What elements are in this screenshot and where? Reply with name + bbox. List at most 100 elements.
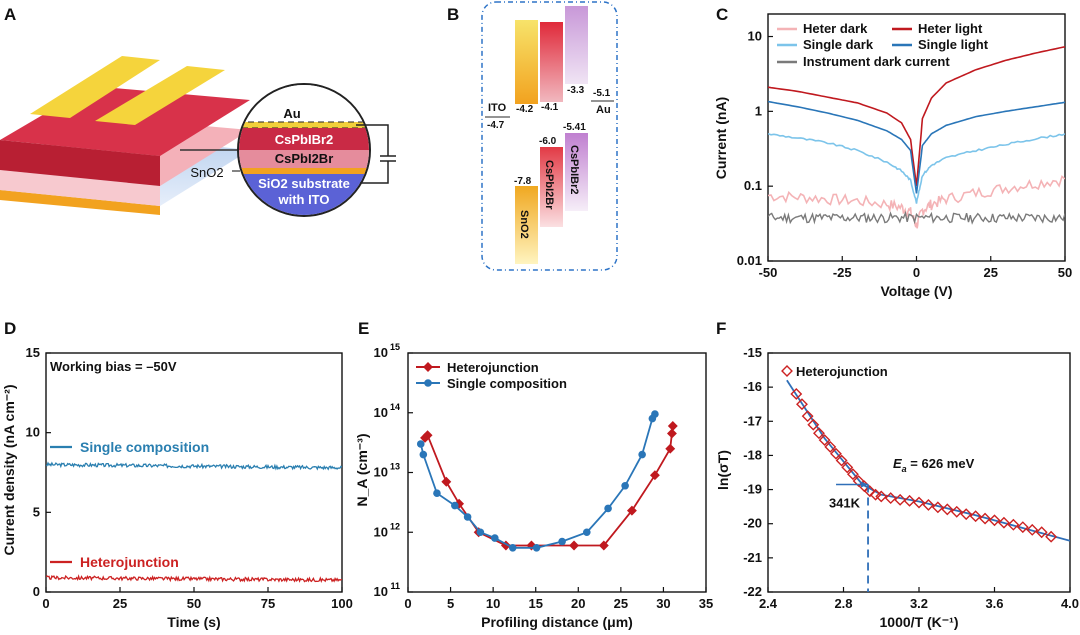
fit-annotation-f: Ea = 626 meV (893, 456, 975, 474)
material-csbpibr2: CsPbIBr2 (568, 145, 580, 195)
y-tick-label-e: 10 (374, 345, 388, 360)
data-point-f (979, 512, 992, 525)
data-point-e (433, 489, 441, 498)
marker-label-f: 341K (829, 495, 861, 510)
data-point-f (835, 454, 848, 467)
data-point-e (665, 443, 676, 454)
data-point-f (997, 516, 1010, 529)
data-point-e (651, 410, 659, 418)
data-point-f (903, 494, 916, 507)
data-point-f (969, 510, 982, 523)
data-point-e (604, 504, 612, 513)
data-point-e (638, 450, 646, 459)
data-point-f (841, 461, 854, 474)
y-tick-label-c: 1 (755, 103, 762, 118)
data-point-f (884, 492, 897, 505)
x-tick-label-e: 0 (404, 596, 411, 611)
data-point-f (1016, 521, 1029, 534)
x-tick-label-f: 2.4 (759, 596, 778, 611)
data-point-e (451, 501, 459, 510)
y-tick-label-f: -18 (743, 447, 762, 462)
y-tick-label-f: -15 (743, 345, 762, 360)
plot-frame-f (767, 352, 1071, 593)
legend-label-c: Heter light (918, 21, 983, 36)
legend-label-c: Instrument dark current (803, 54, 950, 69)
data-point-e (419, 450, 428, 459)
data-point-f (813, 427, 825, 440)
data-point-f (960, 508, 973, 521)
legend-label-e: Heterojunction (447, 360, 539, 375)
series-line-e-1 (419, 413, 656, 549)
panel-label-e: E (358, 319, 369, 338)
data-point-f (796, 398, 808, 411)
panel-label-b: B (447, 5, 459, 24)
data-point-e (649, 470, 660, 481)
legend-label-d: Single composition (80, 439, 209, 455)
data-point-e (441, 476, 452, 487)
device-schematic: Au CsPbIBr2 CsPbI2Br SiO2 substrate with… (0, 56, 396, 217)
panel-label-f: F (716, 319, 726, 338)
y-axis-label-e: N_A (cm⁻³) (354, 434, 370, 507)
x-tick-label-d: 75 (261, 596, 275, 611)
layer-csbpibr2-front (0, 140, 160, 186)
data-point-f (988, 514, 1001, 527)
layer-csbpi2br-front (0, 170, 160, 206)
y-tick-label-d: 0 (33, 584, 40, 599)
data-point-e (422, 430, 433, 441)
x-tick-label-e: 5 (447, 596, 454, 611)
x-axis-label-e: Profiling distance (μm) (481, 614, 633, 630)
data-point-e (583, 528, 591, 537)
data-point-e (621, 481, 629, 490)
data-point-f (1007, 518, 1020, 531)
label-ito: ITO (488, 102, 507, 114)
y-tick-label-f: -20 (743, 516, 762, 531)
y-tick-label-c: 10 (748, 29, 762, 44)
y-tick-label-d: 10 (26, 425, 40, 440)
x-tick-label-d: 50 (187, 596, 201, 611)
y-tick-exp-e: 11 (390, 581, 400, 591)
y-tick-exp-e: 15 (390, 342, 400, 352)
series-line-e-0 (424, 425, 674, 547)
data-point-f (913, 496, 925, 509)
legend-label-e: Single composition (447, 376, 567, 391)
band-csbpibr2-vb (565, 133, 588, 211)
y-tick-exp-e: 12 (390, 521, 400, 531)
x-axis-label-f: 1000/T (K⁻¹) (880, 614, 959, 630)
x-axis-label-c: Voltage (V) (880, 283, 952, 299)
material-csbpi2br: CsPbI2Br (543, 160, 555, 210)
layer-label-substrate: SiO2 substrate (258, 176, 350, 191)
data-point-e (569, 540, 579, 551)
data-point-f (801, 410, 814, 423)
panel-label-d: D (4, 319, 16, 338)
x-axis-label-d: Time (s) (167, 614, 220, 630)
level-value-vb-csbpi2br: -6.0 (539, 136, 557, 147)
data-point-f (922, 498, 935, 511)
y-tick-label-e: 10 (374, 584, 388, 599)
legend-label-d: Heterojunction (80, 554, 179, 570)
x-tick-label-f: 3.2 (910, 596, 928, 611)
x-tick-label-c: -50 (759, 265, 778, 280)
band-csbpi2br-cb (540, 22, 563, 102)
legend-label-f: Heterojunction (796, 364, 888, 379)
y-axis-label-f: ln(σT) (715, 450, 731, 490)
x-tick-label-f: 2.8 (834, 596, 852, 611)
data-point-f (950, 505, 963, 518)
y-tick-label-f: -21 (743, 550, 762, 565)
y-tick-label-e: 10 (374, 405, 388, 420)
level-value-au: -5.1 (593, 88, 611, 99)
layer-label-csbpi2br: CsPbI2Br (275, 151, 334, 166)
x-tick-label-e: 30 (656, 596, 670, 611)
y-tick-label-c: 0.1 (744, 178, 762, 193)
level-value-vb-csbpibr2: -5.41 (563, 122, 586, 133)
data-point-e (508, 543, 517, 552)
series-line-c-4 (768, 210, 1065, 225)
data-point-f (846, 468, 859, 481)
panel-label-a: A (4, 5, 16, 24)
data-point-f (790, 388, 803, 400)
data-point-e (666, 428, 677, 439)
level-value-csbpibr2: -3.3 (567, 85, 585, 96)
data-point-e (667, 421, 678, 431)
band-csbpibr2-cb (565, 6, 588, 84)
y-axis-label-c: Current (nA) (713, 97, 729, 179)
